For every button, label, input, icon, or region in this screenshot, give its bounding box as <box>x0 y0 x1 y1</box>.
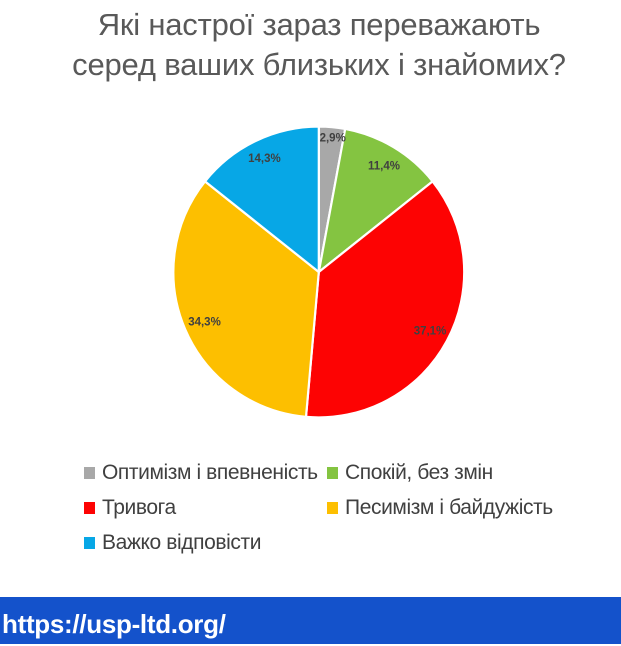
svg-text:37,1%: 37,1% <box>414 326 447 338</box>
svg-text:2,9%: 2,9% <box>320 133 346 145</box>
svg-text:11,4%: 11,4% <box>368 161 400 173</box>
svg-text:14,3%: 14,3% <box>248 153 281 165</box>
svg-text:34,3%: 34,3% <box>188 317 221 329</box>
